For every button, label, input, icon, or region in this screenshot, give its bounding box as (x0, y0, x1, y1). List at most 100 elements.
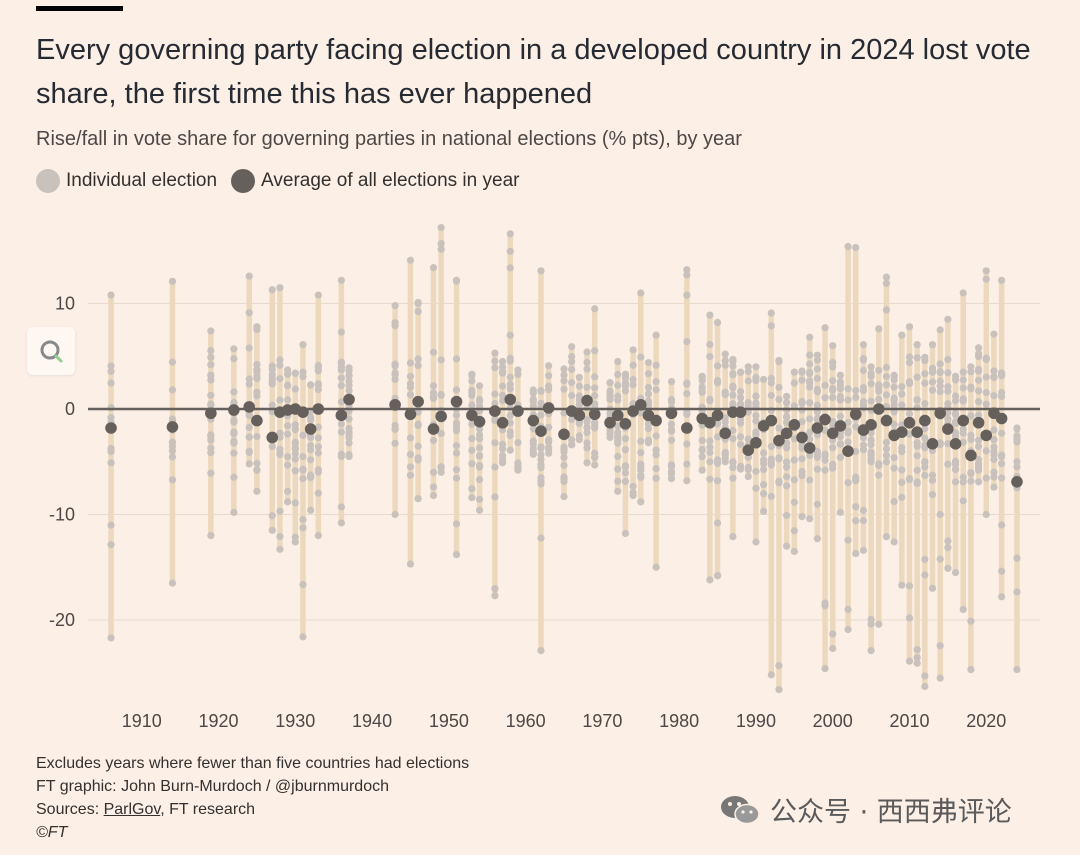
individual-election-point (836, 453, 844, 461)
individual-election-point (921, 682, 929, 691)
individual-election-point (806, 435, 814, 443)
individual-election-point (806, 351, 814, 359)
individual-election-point (760, 490, 768, 498)
individual-election-point (591, 461, 599, 469)
individual-election-point (905, 657, 914, 665)
individual-election-point (276, 450, 284, 459)
individual-election-point (391, 439, 399, 447)
individual-election-point (406, 372, 415, 381)
individual-election-point (314, 361, 322, 370)
individual-election-point (575, 395, 583, 404)
individual-election-point (859, 516, 868, 525)
chart-title: Every governing party facing election in… (36, 34, 1031, 110)
individual-election-point (767, 492, 775, 500)
individual-election-point (207, 327, 215, 335)
individual-election-point (729, 382, 737, 390)
individual-election-point (767, 455, 775, 463)
individual-election-point (790, 476, 798, 484)
individual-election-point (583, 459, 591, 467)
individual-election-point (890, 464, 898, 472)
individual-election-point (921, 357, 929, 365)
individual-election-point (284, 498, 292, 506)
individual-election-point (506, 411, 514, 420)
individual-election-point (537, 444, 545, 452)
individual-election-point (905, 614, 914, 622)
individual-election-point (982, 354, 990, 362)
individual-election-point (207, 532, 215, 540)
individual-election-point (429, 389, 438, 397)
individual-election-point (207, 469, 215, 477)
individual-election-point (314, 449, 322, 457)
individual-election-point (491, 415, 499, 423)
individual-election-point (299, 475, 307, 483)
average-point (304, 423, 317, 435)
individual-election-point (406, 256, 415, 264)
average-point (604, 416, 616, 429)
individual-election-point (491, 390, 499, 398)
individual-election-point (806, 360, 814, 368)
average-point (558, 428, 570, 441)
individual-election-point (345, 387, 353, 395)
individual-election-point (752, 484, 760, 492)
range-bar (783, 396, 790, 547)
individual-election-point (698, 373, 706, 381)
individual-election-point (414, 300, 422, 308)
individual-election-point (706, 576, 714, 584)
individual-election-point (345, 439, 353, 447)
individual-election-point (207, 449, 215, 457)
individual-election-point (998, 388, 1006, 397)
individual-election-point (591, 418, 599, 427)
individual-election-point (345, 367, 353, 375)
individual-election-point (337, 363, 345, 371)
individual-election-point (852, 386, 860, 395)
individual-election-point (829, 644, 837, 653)
individual-election-point (752, 411, 760, 420)
individual-election-point (990, 451, 998, 459)
individual-election-point (491, 357, 499, 365)
individual-election-point (506, 247, 514, 255)
x-tick-label: 2020 (966, 711, 1006, 731)
individual-election-point (614, 439, 622, 447)
individual-election-point (268, 442, 276, 451)
individual-election-point (307, 456, 315, 464)
individual-election-point (667, 425, 676, 434)
individual-election-point (852, 243, 860, 252)
legend-item-average: Average of all elections in year (231, 169, 519, 193)
individual-election-point (276, 284, 284, 292)
individual-election-point (798, 418, 806, 426)
individual-election-point (713, 420, 722, 428)
individual-election-point (913, 466, 921, 474)
individual-election-point (314, 291, 322, 299)
individual-election-point (844, 242, 852, 251)
source-link-parlgov[interactable]: ParlGov (103, 801, 161, 818)
range-bar (246, 276, 252, 464)
individual-election-point (652, 474, 660, 482)
individual-election-point (391, 302, 399, 310)
individual-election-point (790, 527, 798, 535)
individual-election-point (813, 535, 821, 543)
individual-election-point (821, 381, 829, 389)
individual-election-point (468, 371, 476, 380)
average-point (427, 423, 440, 435)
individual-election-point (959, 395, 967, 403)
individual-election-point (729, 426, 737, 435)
individual-election-point (667, 377, 676, 386)
individual-election-point (921, 571, 929, 579)
individual-election-point (752, 467, 760, 475)
individual-election-point (337, 519, 345, 527)
individual-election-point (905, 353, 914, 361)
individual-election-point (629, 346, 637, 354)
individual-election-point (629, 375, 637, 384)
individual-election-point (291, 533, 299, 541)
search-button[interactable] (27, 327, 75, 375)
individual-election-point (429, 491, 438, 500)
individual-election-point (951, 432, 960, 441)
individual-election-point (775, 383, 783, 391)
individual-election-point (982, 373, 990, 381)
individual-election-point (882, 533, 891, 541)
individual-election-point (107, 444, 115, 453)
individual-election-point (429, 436, 438, 445)
individual-election-point (990, 367, 998, 375)
average-point (773, 434, 785, 447)
individual-election-point (644, 437, 653, 445)
